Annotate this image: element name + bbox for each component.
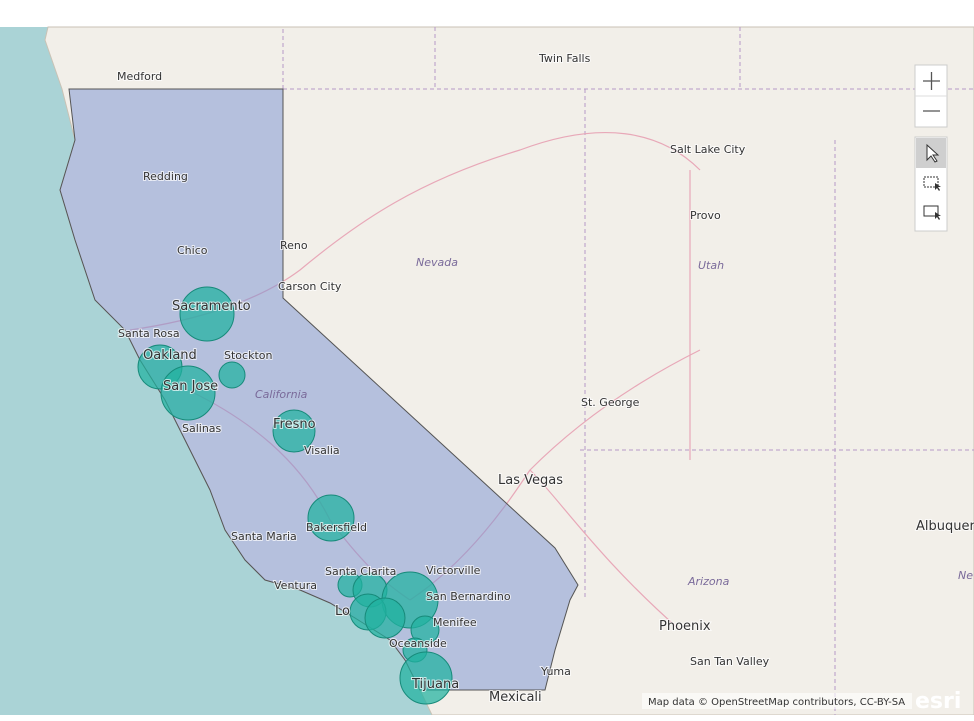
zoom-controls: [914, 64, 948, 232]
bubble[interactable]: [272, 409, 316, 453]
place-label: Salt Lake City: [670, 143, 746, 156]
place-label: Fresno: [273, 417, 316, 432]
place-label: Phoenix: [659, 619, 711, 634]
labels: Medford Twin Falls Redding Salt Lake Cit…: [116, 51, 974, 706]
top-bar: [0, 0, 974, 27]
pointer-icon: [926, 143, 940, 163]
place-label: Santa Clarita: [325, 565, 396, 578]
place-label: Bakersfield: [306, 521, 367, 534]
place-label: Chico: [177, 244, 208, 257]
rect-select-tool[interactable]: [923, 176, 939, 188]
region-label: Ne: [958, 569, 973, 582]
place-label: Stockton: [224, 349, 272, 362]
place-label: Ventura: [274, 579, 317, 592]
bubble[interactable]: [307, 494, 355, 542]
place-label: Tijuana: [411, 677, 459, 692]
zoom-in[interactable]: [923, 72, 940, 90]
place-label: Carson City: [278, 280, 342, 293]
place-label: Redding: [143, 170, 188, 183]
place-label: San Tan Valley: [690, 655, 770, 668]
place-label: Oceanside: [389, 637, 447, 650]
place-label: Albuquer: [916, 519, 974, 534]
region-label: California: [255, 388, 308, 401]
place-label: St. George: [581, 396, 640, 409]
place-label: Medford: [117, 70, 162, 83]
place-label: Santa Maria: [231, 530, 297, 543]
place-label: Visalia: [304, 444, 340, 457]
bubble[interactable]: [218, 361, 246, 389]
bubble[interactable]: [160, 365, 216, 421]
place-label: Provo: [690, 209, 721, 222]
place-label: Twin Falls: [538, 52, 591, 65]
bubble[interactable]: [364, 597, 406, 639]
place-label: Santa Rosa: [118, 327, 180, 340]
place-label: Oakland: [143, 348, 197, 363]
place-label: Salinas: [182, 422, 222, 435]
place-label: Reno: [280, 239, 308, 252]
place-label: Mexicali: [489, 690, 542, 705]
place-label: Victorville: [426, 564, 481, 577]
attribution-bg: [642, 693, 912, 709]
place-label: Lo: [335, 604, 350, 619]
region-label: Nevada: [416, 256, 458, 269]
attribution: Map data © OpenStreetMap contributors, C…: [648, 697, 905, 708]
lasso-tool[interactable]: [923, 205, 939, 217]
place-label: Las Vegas: [498, 473, 563, 488]
place-label: Yuma: [540, 665, 571, 678]
region-label: Arizona: [687, 575, 730, 588]
bubble[interactable]: [399, 651, 453, 705]
esri-logo: esri: [915, 689, 961, 714]
california-area: [59, 88, 579, 691]
region-label: Utah: [698, 259, 724, 272]
place-label: San Bernardino: [426, 590, 511, 603]
bubbles: [137, 286, 453, 705]
place-label: Sacramento: [172, 299, 251, 314]
bottom-bar: [0, 715, 974, 721]
bubble[interactable]: [179, 286, 235, 342]
place-label: Menifee: [433, 616, 477, 629]
place-label: San Jose: [163, 379, 218, 394]
